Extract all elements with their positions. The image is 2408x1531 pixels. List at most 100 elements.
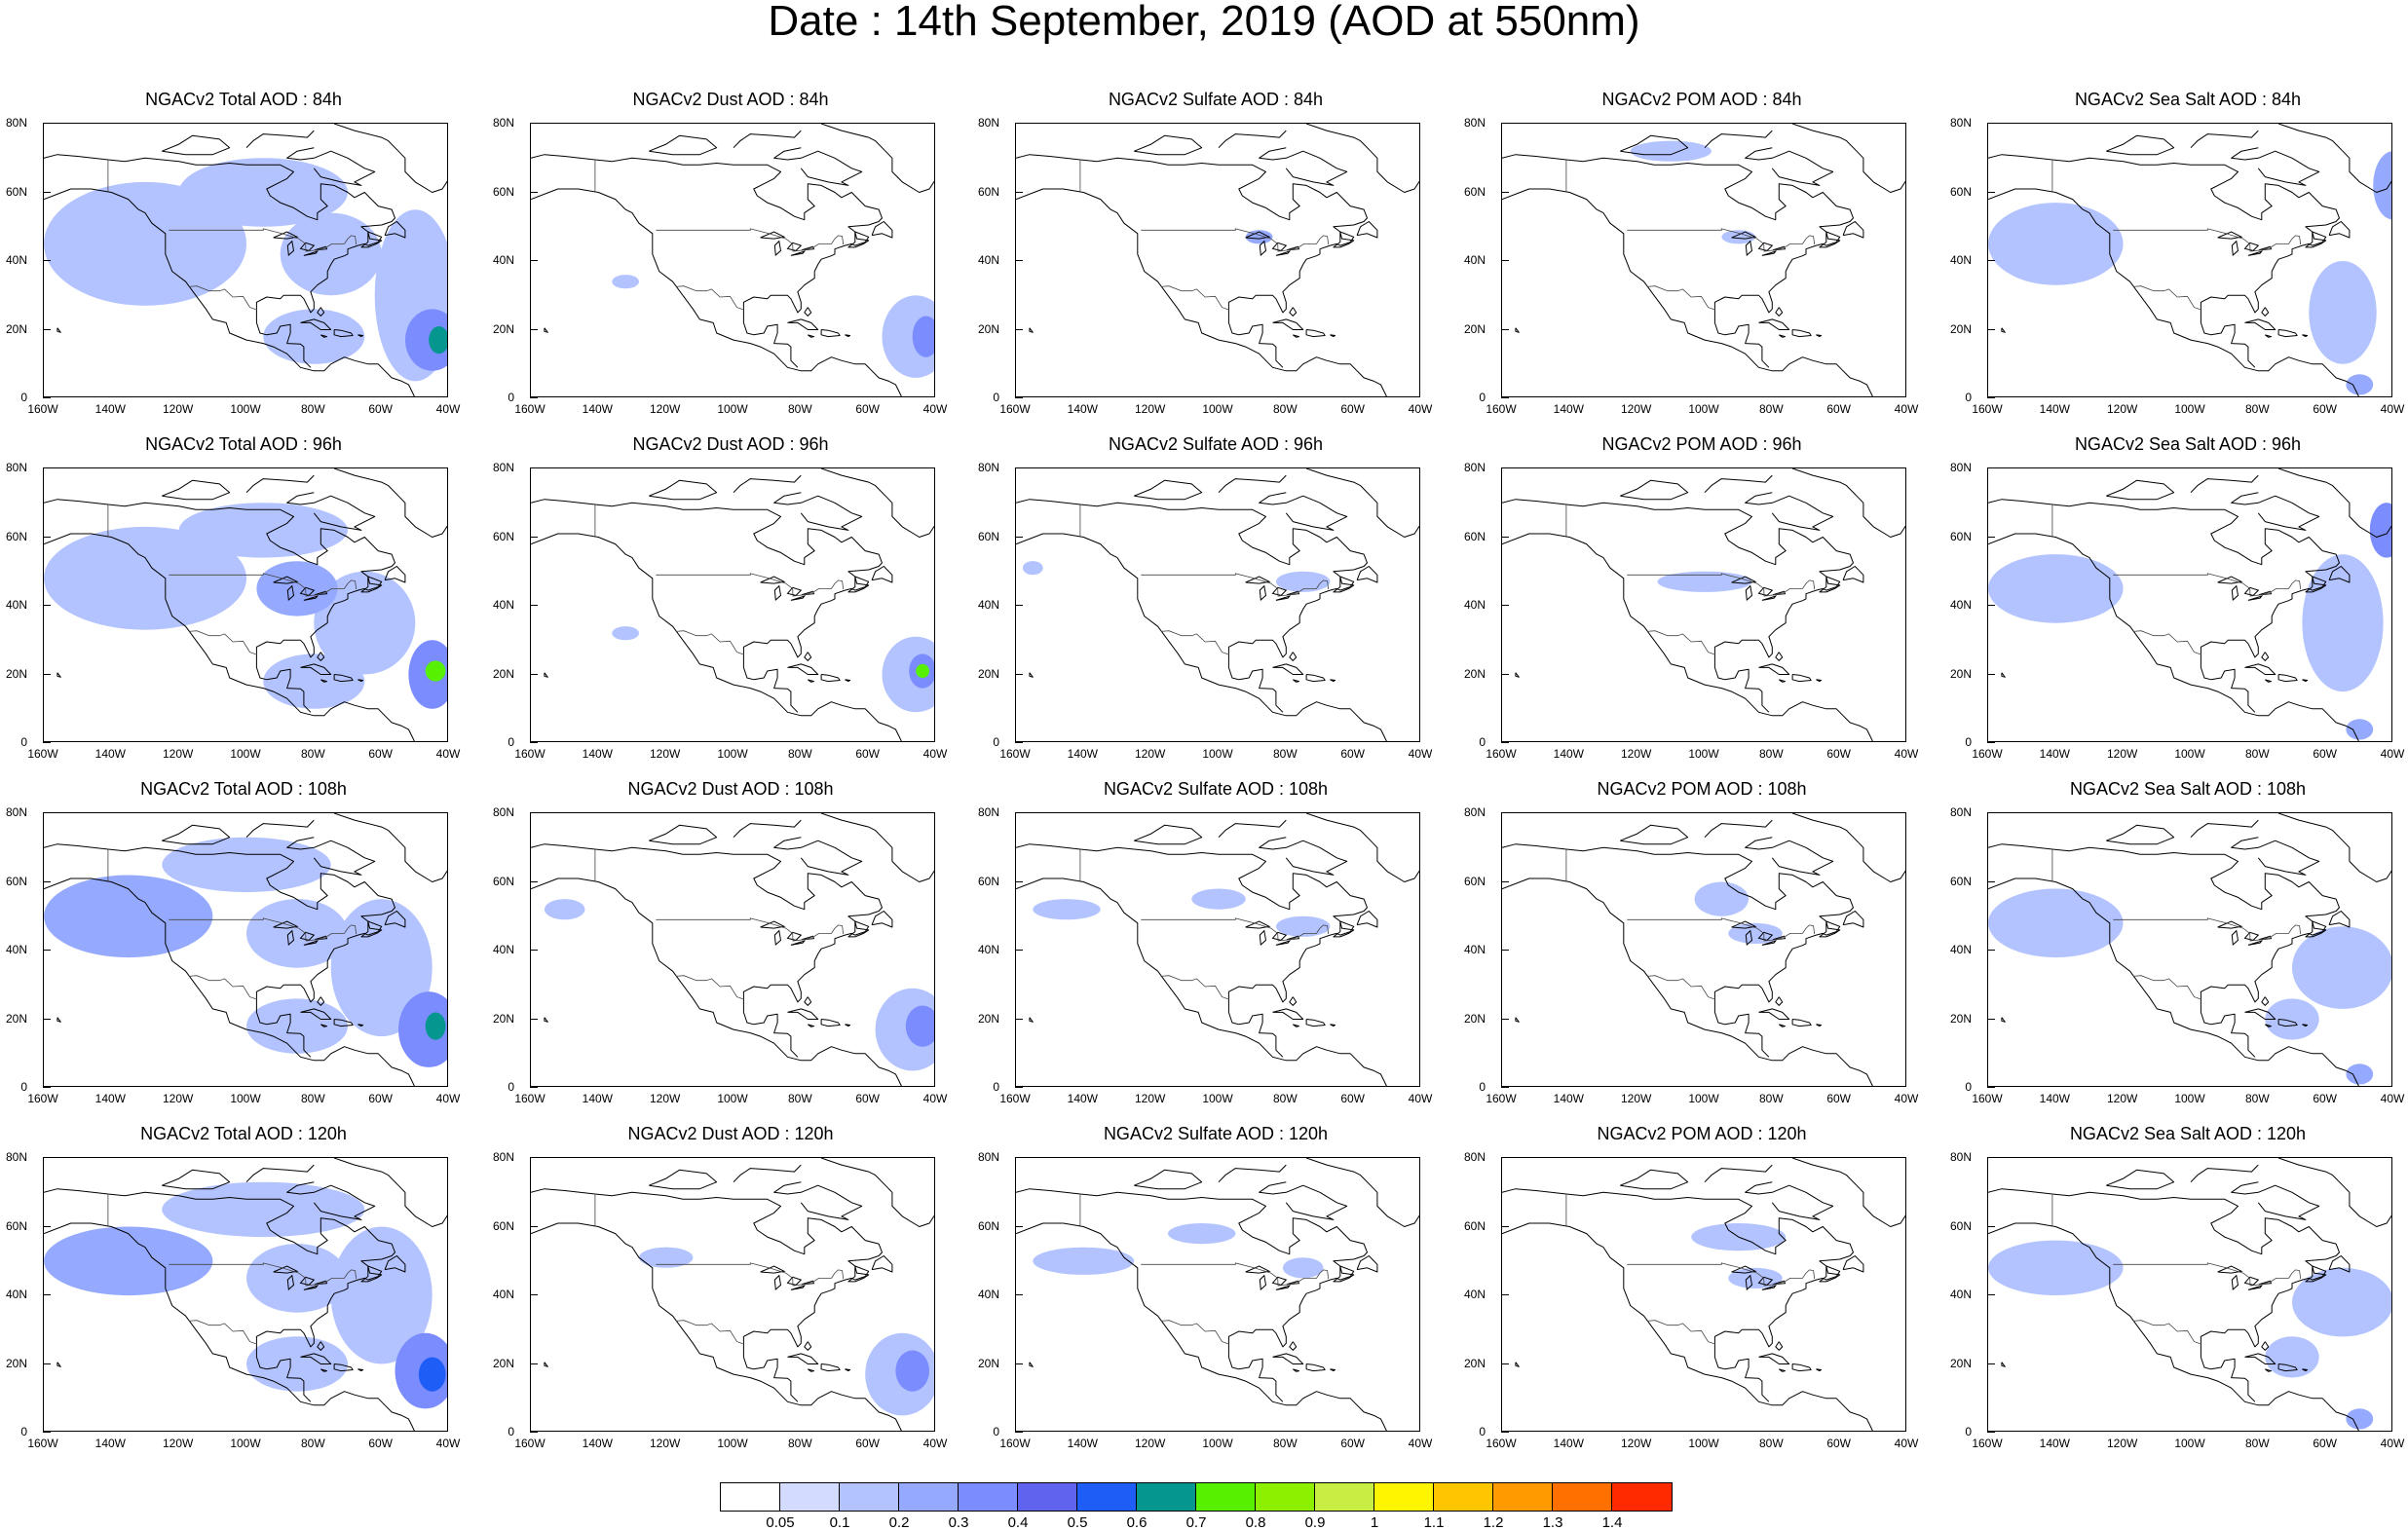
map-frame — [43, 1157, 448, 1432]
country-border — [2133, 630, 2201, 655]
colorbar-level-label: 1.3 — [1542, 1514, 1563, 1531]
lon-tick-label: 160W — [1972, 1437, 2003, 1450]
lon-tick-label: 60W — [368, 747, 393, 761]
lat-tick — [530, 605, 538, 606]
coastline — [1356, 911, 1378, 928]
aod-map — [1016, 813, 1419, 1086]
lat-tick — [1015, 1018, 1023, 1020]
lon-tick-label: 60W — [2313, 1092, 2337, 1105]
coastline — [804, 1341, 812, 1351]
aod-map — [1016, 1158, 1419, 1431]
lake-outline — [2247, 940, 2264, 946]
coastline — [531, 533, 902, 741]
lat-tick-label: 0 — [993, 1080, 999, 1094]
coastline — [2231, 1181, 2320, 1220]
lake-outline — [790, 595, 807, 601]
coastline — [1791, 1158, 1905, 1227]
coastline — [1029, 1017, 1034, 1023]
country-border — [1647, 1320, 1714, 1345]
lon-tick-label: 140W — [1553, 1092, 1584, 1105]
map-panel-dust-96h: NGACv2 Dust AOD : 96h 0 20N 40N 60N 80N 160W 14… — [487, 434, 974, 785]
lon-tick-label: 140W — [1553, 1437, 1584, 1450]
lon-tick-label: 40W — [922, 1437, 948, 1450]
coastline — [1333, 1265, 1355, 1283]
lon-tick-label: 160W — [1972, 1092, 2003, 1105]
lon-tick-label: 100W — [230, 402, 261, 416]
country-border — [656, 1262, 845, 1287]
lat-tick — [1987, 328, 1995, 330]
lon-tick-label: 160W — [27, 1092, 58, 1105]
lake-outline — [760, 231, 786, 240]
coastline — [1988, 878, 2359, 1086]
lat-tick-label: 40N — [1949, 253, 1972, 267]
lat-tick — [43, 397, 51, 398]
lat-tick — [1987, 191, 1995, 193]
coastline — [333, 124, 447, 193]
lon-tick-label: 100W — [230, 747, 261, 761]
lat-tick — [1015, 742, 1023, 743]
coastline — [1272, 1008, 1304, 1020]
lon-tick-label: 120W — [649, 1437, 681, 1450]
coastline — [847, 231, 870, 248]
map-frame — [1987, 1157, 2392, 1432]
colorbar-level-label: 0.6 — [1126, 1514, 1148, 1531]
lat-tick-label: 20N — [492, 666, 514, 681]
lon-tick-label: 140W — [1553, 402, 1584, 416]
aod-plume — [178, 158, 348, 227]
lat-tick — [1015, 1363, 1023, 1364]
aod-plume — [405, 309, 447, 371]
lon-tick-label: 80W — [1272, 1092, 1298, 1105]
lake-outline — [1286, 245, 1300, 251]
lat-tick — [1987, 1225, 1995, 1227]
coastline — [742, 309, 799, 368]
lake-outline — [1772, 590, 1787, 596]
country-border — [2113, 917, 2302, 942]
coastline — [820, 468, 934, 538]
colorbar-swatch — [1553, 1483, 1612, 1511]
lat-tick-label: 40N — [977, 253, 999, 267]
coastline — [1305, 1158, 1419, 1227]
lon-tick-label: 140W — [582, 747, 613, 761]
coastline — [1988, 154, 2340, 314]
coastline — [2106, 134, 2175, 156]
coastline — [1330, 334, 1336, 338]
country-border — [1647, 630, 1714, 655]
lat-tick — [1501, 328, 1509, 330]
aod-plume — [2292, 1267, 2391, 1337]
lat-tick-label: 20N — [977, 1356, 999, 1370]
lon-tick-label: 160W — [514, 747, 546, 761]
coastline — [162, 134, 231, 156]
coastline — [1293, 334, 1299, 338]
coastline — [2305, 576, 2327, 593]
coastline — [2305, 1265, 2327, 1283]
country-border — [1627, 1262, 1816, 1287]
aod-plume — [2346, 719, 2374, 740]
aod-map — [1988, 124, 2391, 396]
map-frame — [1501, 467, 1906, 742]
lat-tick-label: 60N — [1949, 529, 1972, 543]
lon-tick-label: 40W — [1894, 1092, 1919, 1105]
lat-tick-label: 80N — [1463, 116, 1486, 130]
aod-plume — [162, 837, 331, 893]
coastline — [804, 996, 812, 1006]
coastline — [1305, 1019, 1326, 1027]
aod-plume — [2265, 998, 2319, 1040]
map-panel-pom-120h: NGACv2 POM AOD : 120h 0 20N 40N 60N 80N 160W 14… — [1458, 1124, 1945, 1475]
colorbar-level-label: 0.05 — [766, 1514, 795, 1531]
lon-tick-label: 120W — [2106, 1092, 2138, 1105]
coastline — [357, 1024, 364, 1027]
coastline — [1745, 147, 1834, 186]
lon-tick-label: 40W — [1894, 402, 1919, 416]
aod-plume — [1721, 230, 1755, 244]
lat-tick — [530, 1018, 538, 1020]
country-border — [169, 917, 357, 942]
lake-outline — [1286, 1280, 1300, 1286]
lat-tick — [1987, 812, 1995, 813]
aod-plume — [330, 1226, 433, 1364]
coastline — [1988, 843, 2340, 1003]
lat-tick — [1987, 536, 1995, 538]
coastline — [1502, 1222, 1873, 1431]
lon-tick-label: 160W — [999, 1092, 1031, 1105]
lat-tick — [530, 191, 538, 193]
